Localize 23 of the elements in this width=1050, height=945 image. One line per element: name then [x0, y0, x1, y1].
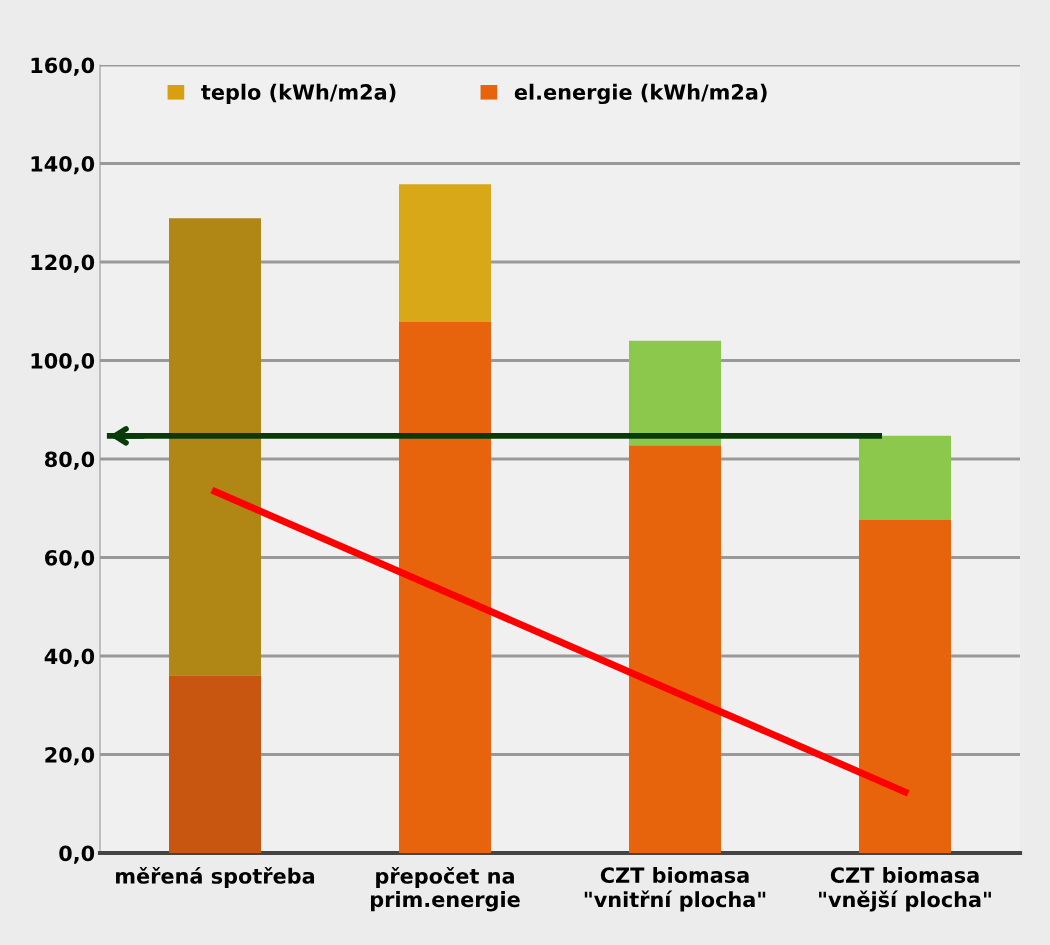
bar	[859, 435, 951, 521]
y-tick-label: 140,0	[31, 155, 95, 175]
y-tick-label: 80,0	[45, 451, 95, 470]
x-tick-label: měřená spotřeba	[116, 866, 315, 888]
bar	[169, 675, 261, 853]
legend-label: teplo (kWh/m2a)	[201, 83, 396, 104]
y-tick-label: 160,0	[31, 57, 95, 76]
bar	[629, 340, 721, 446]
y-tick-label: 20,0	[45, 746, 95, 766]
x-tick-label: CZT biomasa "vnější plocha"	[819, 866, 991, 912]
y-tick-label: 60,0	[45, 549, 95, 569]
y-tick-label: 100,0	[31, 352, 95, 372]
y-tick-label: 40,0	[44, 648, 95, 667]
bar	[169, 218, 261, 676]
y-tick-label: 120,0	[31, 254, 95, 273]
legend-label: el.energie (kWh/m2a)	[514, 83, 767, 105]
y-tick-label: 0,0	[59, 845, 95, 864]
x-tick-label: přepočet na prim.energie	[371, 866, 520, 912]
x-tick-label: CZT biomasa "vnitřní plocha"	[584, 866, 766, 912]
bar	[859, 520, 951, 853]
bar	[629, 445, 721, 853]
bar	[399, 322, 491, 853]
bar	[399, 184, 491, 323]
